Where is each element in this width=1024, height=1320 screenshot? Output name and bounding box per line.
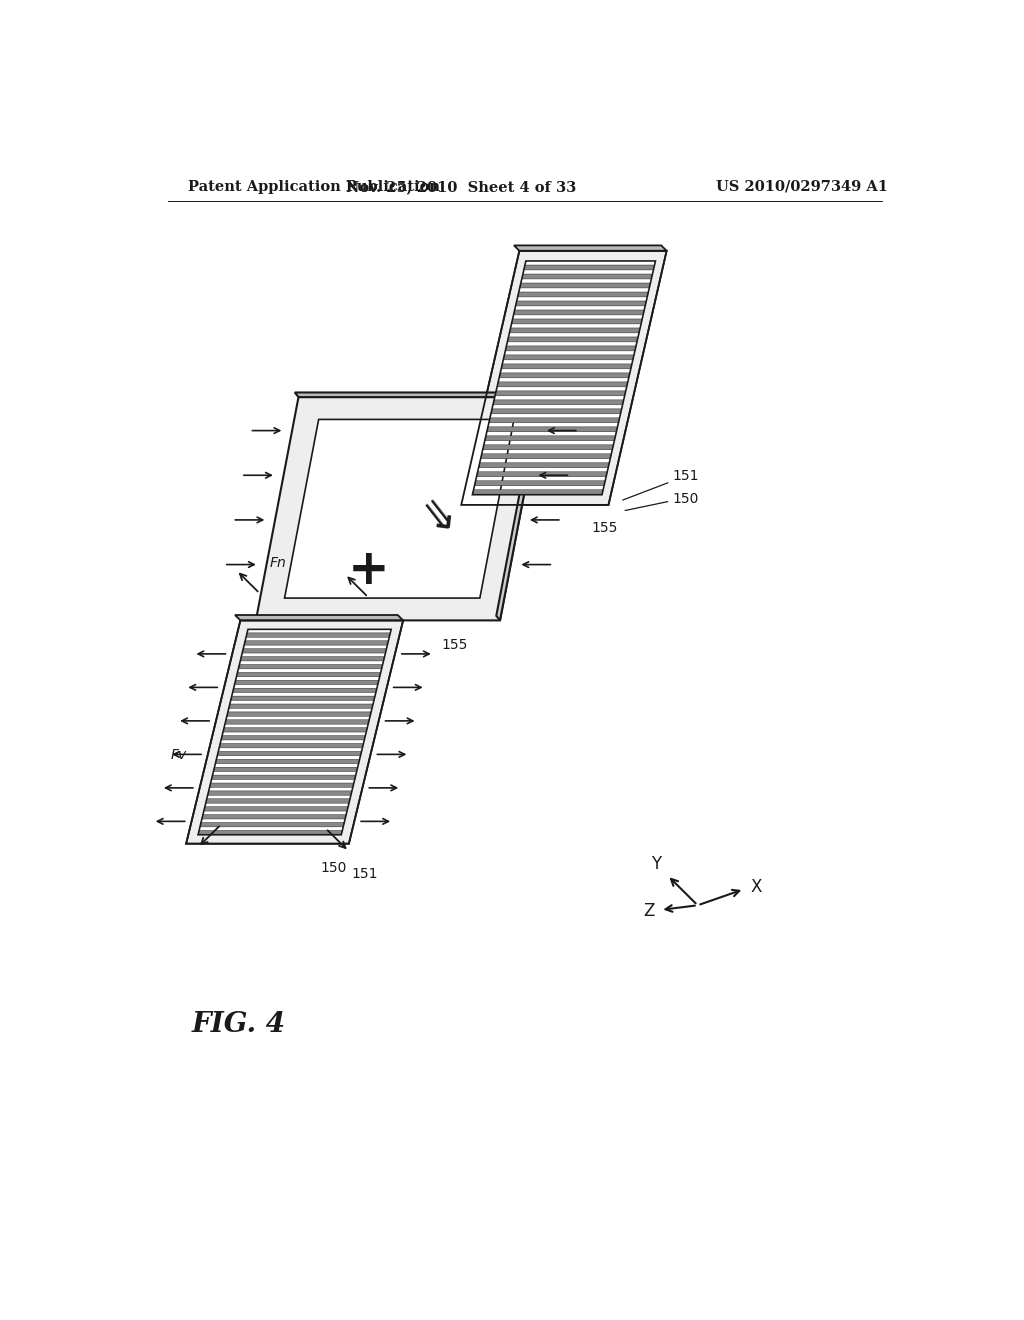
Polygon shape	[522, 275, 652, 279]
Polygon shape	[478, 463, 609, 467]
Polygon shape	[219, 743, 364, 748]
Polygon shape	[480, 454, 611, 459]
Text: US 2010/0297349 A1: US 2010/0297349 A1	[716, 180, 888, 194]
Polygon shape	[241, 656, 385, 661]
Polygon shape	[227, 711, 371, 717]
Polygon shape	[495, 391, 626, 396]
Polygon shape	[234, 615, 403, 620]
Text: Fv: Fv	[171, 748, 186, 762]
Polygon shape	[204, 807, 348, 810]
Polygon shape	[230, 696, 375, 701]
Polygon shape	[215, 759, 359, 764]
Polygon shape	[200, 822, 344, 826]
Polygon shape	[511, 319, 642, 323]
Text: 151: 151	[351, 867, 378, 882]
Polygon shape	[198, 630, 391, 834]
Text: 150: 150	[321, 862, 346, 875]
Polygon shape	[210, 783, 354, 787]
Polygon shape	[228, 704, 373, 709]
Polygon shape	[244, 640, 388, 645]
Polygon shape	[486, 426, 617, 432]
Polygon shape	[217, 751, 361, 756]
Polygon shape	[246, 632, 390, 638]
Polygon shape	[212, 775, 355, 779]
Text: ⇒: ⇒	[408, 488, 465, 544]
Polygon shape	[505, 346, 636, 351]
Polygon shape	[507, 337, 638, 342]
Polygon shape	[497, 381, 628, 387]
Polygon shape	[461, 251, 667, 506]
Polygon shape	[520, 282, 650, 288]
Text: Nov. 25, 2010  Sheet 4 of 33: Nov. 25, 2010 Sheet 4 of 33	[346, 180, 577, 194]
Polygon shape	[493, 400, 624, 405]
Polygon shape	[472, 490, 603, 495]
Polygon shape	[518, 292, 648, 297]
Polygon shape	[499, 374, 630, 378]
Text: 155: 155	[592, 521, 617, 535]
Text: Fn: Fn	[270, 556, 287, 570]
Polygon shape	[186, 620, 403, 843]
Polygon shape	[237, 672, 381, 677]
Text: X: X	[751, 878, 762, 896]
Polygon shape	[476, 471, 607, 477]
Polygon shape	[198, 830, 342, 834]
Text: 150: 150	[672, 492, 698, 506]
Polygon shape	[474, 480, 605, 486]
Polygon shape	[206, 799, 350, 803]
Text: +: +	[347, 546, 389, 594]
Polygon shape	[501, 364, 632, 368]
Text: 155: 155	[442, 638, 468, 652]
Polygon shape	[213, 767, 357, 772]
Text: Patent Application Publication: Patent Application Publication	[188, 180, 440, 194]
Polygon shape	[497, 392, 543, 620]
Polygon shape	[472, 261, 655, 495]
Polygon shape	[202, 814, 346, 818]
Polygon shape	[490, 409, 622, 413]
Polygon shape	[243, 648, 386, 653]
Polygon shape	[239, 664, 383, 669]
Polygon shape	[482, 445, 613, 450]
Polygon shape	[256, 397, 543, 620]
Polygon shape	[488, 418, 620, 422]
Polygon shape	[295, 392, 543, 397]
Polygon shape	[221, 735, 366, 741]
Polygon shape	[516, 301, 646, 306]
Polygon shape	[524, 265, 654, 271]
Polygon shape	[225, 719, 370, 725]
Text: Z: Z	[643, 902, 654, 920]
Polygon shape	[509, 327, 640, 333]
Polygon shape	[503, 355, 634, 360]
Polygon shape	[208, 791, 352, 795]
Polygon shape	[285, 420, 514, 598]
Text: 151: 151	[672, 469, 698, 483]
Polygon shape	[234, 680, 379, 685]
Polygon shape	[514, 310, 644, 315]
Text: Y: Y	[651, 855, 662, 873]
Polygon shape	[232, 688, 377, 693]
Polygon shape	[514, 246, 667, 251]
Polygon shape	[223, 727, 368, 733]
Polygon shape	[484, 436, 615, 441]
Text: FIG. 4: FIG. 4	[191, 1011, 286, 1038]
